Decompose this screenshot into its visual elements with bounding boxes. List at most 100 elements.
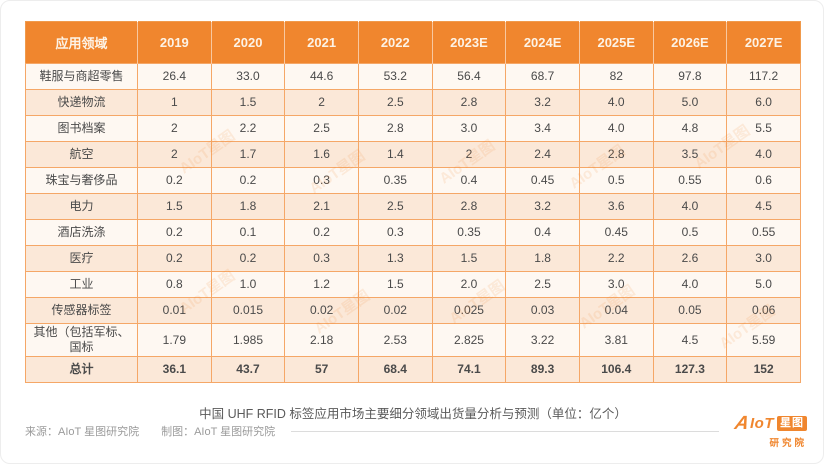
cell-value: 106.4: [578, 356, 654, 383]
cell-value: 68.7: [505, 63, 580, 90]
column-header: 2026E: [653, 21, 728, 64]
cell-value: 0.025: [431, 297, 507, 324]
cell-value: 0.03: [505, 297, 580, 324]
cell-value: 3.2: [505, 89, 580, 116]
column-header: 2020: [211, 21, 286, 64]
cell-value: 44.6: [284, 63, 359, 90]
cell-value: 1.4: [357, 141, 433, 168]
footer-source: 来源：AIoT 星图研究院: [25, 426, 140, 438]
cell-value: 1.985: [210, 323, 286, 357]
row-label: 图书档案: [25, 115, 138, 142]
cell-value: 2.8: [578, 141, 654, 168]
cell-value: 2.8: [431, 193, 507, 220]
rfid-table: 应用领域 2019 2020 2021 2022 2023E 2024E 2025E 2026E…: [25, 21, 801, 383]
cell-value: 5.59: [726, 323, 801, 357]
cell-value: 3.0: [578, 271, 654, 298]
cell-value: 0.4: [505, 219, 580, 246]
footer: 来源：AIoT 星图研究院 制图：AIoT 星图研究院 A IoT 星图 研究院: [25, 407, 807, 455]
cell-value: 2.8: [357, 115, 433, 142]
table-row: 其他（包括军标、国标 1.79 1.985 2.18 2.53 2.825 3.22 3.81…: [25, 323, 801, 357]
row-label: 鞋服与商超零售: [25, 63, 138, 90]
table-head: 应用领域 2019 2020 2021 2022 2023E 2024E 2025E 2026E…: [25, 21, 801, 64]
cell-value: 0.4: [431, 167, 507, 194]
table-row: 电力 1.5 1.8 2.1 2.5 2.8 3.2 3.6 4.0 4.5: [25, 193, 801, 220]
logo-subtitle: 研究院: [769, 437, 807, 449]
cell-value: 2.8: [431, 89, 507, 116]
cell-value: 4.0: [652, 271, 728, 298]
cell-value: 2.5: [505, 271, 580, 298]
cell-value: 36.1: [137, 356, 212, 383]
cell-value: 2: [137, 141, 212, 168]
cell-value: 53.2: [357, 63, 433, 90]
cell-value: 2.0: [431, 271, 507, 298]
cell-value: 0.2: [137, 219, 212, 246]
cell-value: 0.45: [505, 167, 580, 194]
cell-value: 0.04: [578, 297, 654, 324]
column-header: 2022: [358, 21, 433, 64]
column-header: 应用领域: [25, 21, 138, 64]
footer-maker: 制图：AIoT 星图研究院: [161, 426, 276, 438]
cell-value: 1.5: [431, 245, 507, 272]
cell-value: 0.55: [652, 167, 728, 194]
cell-value: 5.5: [726, 115, 801, 142]
column-header: 2024E: [505, 21, 580, 64]
row-label: 快递物流: [25, 89, 138, 116]
cell-value: 0.015: [210, 297, 286, 324]
cell-value: 57: [284, 356, 359, 383]
cell-value: 0.5: [652, 219, 728, 246]
cell-value: 4.0: [726, 141, 801, 168]
cell-value: 0.02: [284, 297, 359, 324]
cell-value: 0.01: [137, 297, 212, 324]
table-row: 总计 36.1 43.7 57 68.4 74.1 89.3 106.4 127.3 152: [25, 356, 801, 383]
row-label: 医疗: [25, 245, 138, 272]
row-label: 其他（包括军标、国标: [25, 323, 138, 357]
cell-value: 3.6: [578, 193, 654, 220]
row-label: 电力: [25, 193, 138, 220]
cell-value: 97.8: [652, 63, 728, 90]
cell-value: 117.2: [726, 63, 801, 90]
cell-value: 3.22: [505, 323, 580, 357]
column-header: 2021: [284, 21, 359, 64]
cell-value: 82: [578, 63, 654, 90]
cell-value: 4.5: [726, 193, 801, 220]
cell-value: 2.53: [357, 323, 433, 357]
cell-value: 0.6: [726, 167, 801, 194]
cell-value: 3.5: [652, 141, 728, 168]
header-row: 应用领域 2019 2020 2021 2022 2023E 2024E 2025E 2026E…: [25, 21, 801, 64]
cell-value: 2.4: [505, 141, 580, 168]
column-header: 2023E: [432, 21, 507, 64]
cell-value: 0.35: [357, 167, 433, 194]
cell-value: 2: [284, 89, 359, 116]
cell-value: 3.0: [726, 245, 801, 272]
cell-value: 1.5: [210, 89, 286, 116]
cell-value: 6.0: [726, 89, 801, 116]
cell-value: 0.3: [284, 167, 359, 194]
cell-value: 26.4: [137, 63, 212, 90]
cell-value: 1.8: [505, 245, 580, 272]
cell-value: 0.3: [357, 219, 433, 246]
cell-value: 0.2: [284, 219, 359, 246]
cell-value: 2: [431, 141, 507, 168]
cell-value: 0.55: [726, 219, 801, 246]
cell-value: 2.1: [284, 193, 359, 220]
cell-value: 127.3: [652, 356, 728, 383]
cell-value: 33.0: [210, 63, 286, 90]
row-label: 珠宝与奢侈品: [25, 167, 138, 194]
cell-value: 74.1: [431, 356, 507, 383]
cell-value: 3.2: [505, 193, 580, 220]
table-caption: 中国 UHF RFID 标签应用市场主要细分领域出货量分析与预测（单位：亿个）: [199, 407, 627, 421]
cell-value: 2.5: [357, 89, 433, 116]
footer-divider: [291, 430, 720, 432]
cell-value: 0.2: [137, 167, 212, 194]
cell-value: 1.8: [210, 193, 286, 220]
cell-value: 68.4: [357, 356, 433, 383]
table-row: 工业 0.8 1.0 1.2 1.5 2.0 2.5 3.0 4.0 5.0: [25, 271, 801, 298]
cell-value: 1.5: [137, 193, 212, 220]
table-row: 医疗 0.2 0.2 0.3 1.3 1.5 1.8 2.2 2.6 3.0: [25, 245, 801, 272]
cell-value: 1.0: [210, 271, 286, 298]
table-row: 图书档案 2 2.2 2.5 2.8 3.0 3.4 4.0 4.8 5.5: [25, 115, 801, 142]
logo-top-line: A IoT 星图: [733, 413, 807, 434]
row-label: 工业: [25, 271, 138, 298]
cell-value: 3.0: [431, 115, 507, 142]
cell-value: 0.05: [652, 297, 728, 324]
